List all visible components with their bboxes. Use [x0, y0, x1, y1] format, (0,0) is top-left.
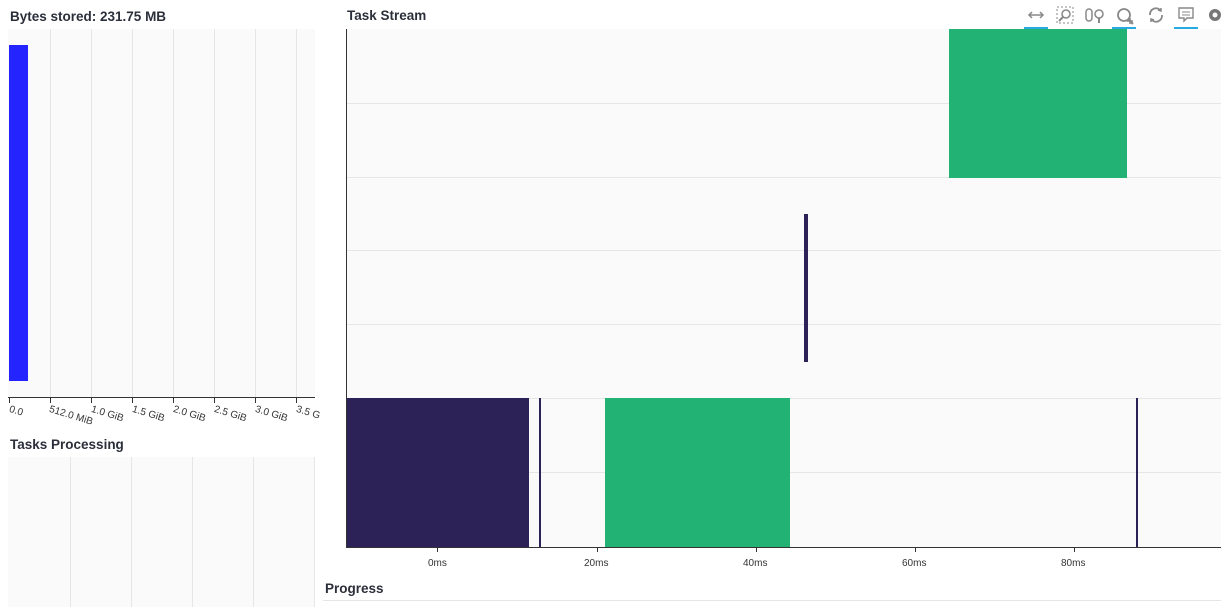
- progress-panel-border: [323, 600, 1221, 601]
- task-stream-x-axis: [346, 547, 1221, 548]
- wheel-zoom-tool-button[interactable]: [1082, 3, 1106, 27]
- tasks-processing-title: Tasks Processing: [10, 437, 124, 452]
- task-stream-y-axis: [346, 29, 347, 547]
- task-stream-toolbar: [1022, 3, 1221, 29]
- bytes-stored-plot[interactable]: [8, 29, 315, 397]
- bytes-tick-label: 1.5 GiB: [130, 404, 166, 425]
- task-rect[interactable]: [804, 214, 808, 362]
- bytes-tick-label: 3.5 G: [294, 404, 322, 422]
- bytes-tick-label: 3.0 GiB: [253, 404, 289, 425]
- hover-tool-button[interactable]: [1174, 3, 1198, 29]
- box-zoom-tool-button[interactable]: [1053, 3, 1077, 27]
- box-zoom-icon: [1056, 6, 1074, 24]
- bytes-bar[interactable]: [9, 45, 28, 381]
- wheel-zoom-icon: [1085, 8, 1104, 23]
- zoom-in-tool-button[interactable]: [1112, 3, 1136, 29]
- task-stream-tick-label: 0ms: [428, 558, 447, 569]
- task-stream-plot[interactable]: [346, 29, 1221, 547]
- task-stream-tick-label: 80ms: [1061, 558, 1086, 569]
- hover-icon: [1178, 7, 1194, 23]
- reset-icon: [1149, 7, 1163, 23]
- task-stream-tick-label: 40ms: [743, 558, 768, 569]
- zoom-in-icon: [1117, 8, 1134, 25]
- task-stream-tick-label: 60ms: [902, 558, 927, 569]
- pan-icon: [1027, 11, 1045, 19]
- bytes-x-axis: [8, 397, 315, 398]
- task-rect[interactable]: [347, 398, 529, 547]
- bytes-tick-label: 2.0 GiB: [171, 404, 207, 425]
- task-stream-title: Task Stream: [347, 8, 427, 23]
- bytes-stored-title: Bytes stored: 231.75 MB: [10, 9, 167, 24]
- bytes-tick-label: 0.0: [7, 404, 25, 419]
- bytes-tick-label: 1.0 GiB: [89, 404, 125, 425]
- task-rect[interactable]: [539, 398, 541, 547]
- bytes-tick-label: 2.5 GiB: [212, 404, 248, 425]
- task-stream-tick-label: 20ms: [584, 558, 609, 569]
- tasks-processing-plot[interactable]: [8, 457, 315, 607]
- task-rect[interactable]: [949, 29, 1127, 178]
- reset-tool-button[interactable]: [1144, 3, 1168, 27]
- pan-tool-button[interactable]: [1024, 3, 1048, 29]
- progress-title: Progress: [325, 581, 384, 596]
- bytes-tick-label: 512.0 MiB: [47, 404, 95, 428]
- bokeh-logo-button[interactable]: [1204, 3, 1221, 27]
- bokeh-logo-icon: [1209, 9, 1221, 21]
- task-rect[interactable]: [605, 398, 790, 547]
- task-rect[interactable]: [1136, 398, 1138, 547]
